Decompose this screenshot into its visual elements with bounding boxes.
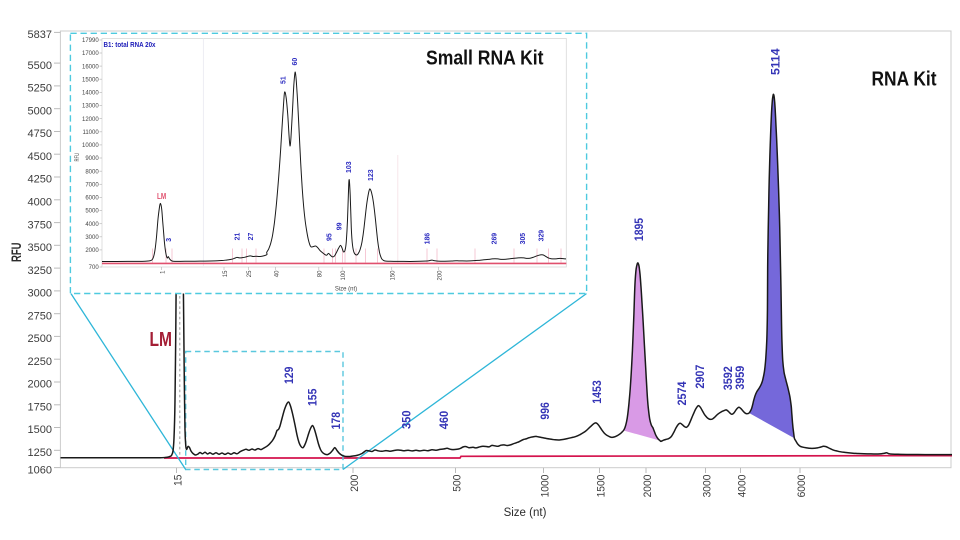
- svg-text:269: 269: [492, 233, 499, 245]
- svg-text:17990: 17990: [82, 38, 99, 44]
- svg-text:2574: 2574: [675, 381, 689, 405]
- svg-text:150: 150: [391, 270, 397, 281]
- svg-text:2000: 2000: [85, 248, 99, 254]
- svg-text:25: 25: [247, 270, 253, 277]
- svg-text:LM: LM: [150, 329, 173, 351]
- svg-text:4250: 4250: [28, 174, 52, 186]
- svg-text:329: 329: [538, 230, 545, 242]
- svg-text:3500: 3500: [28, 242, 52, 254]
- svg-text:6000: 6000: [796, 475, 808, 498]
- svg-text:103: 103: [346, 161, 353, 173]
- svg-text:4000: 4000: [85, 222, 99, 228]
- svg-text:129: 129: [282, 366, 296, 384]
- svg-text:155: 155: [306, 388, 320, 406]
- svg-text:1060: 1060: [28, 464, 52, 476]
- svg-text:3959: 3959: [733, 365, 747, 389]
- svg-text:15: 15: [173, 475, 185, 486]
- svg-text:1500: 1500: [28, 424, 52, 436]
- svg-text:RNA Kit: RNA Kit: [872, 69, 937, 91]
- svg-text:Small RNA Kit: Small RNA Kit: [426, 48, 544, 70]
- svg-text:5114: 5114: [769, 48, 783, 75]
- svg-text:4000: 4000: [28, 197, 52, 209]
- svg-text:3000: 3000: [85, 235, 99, 241]
- svg-text:350: 350: [400, 410, 414, 429]
- svg-text:2750: 2750: [28, 310, 52, 322]
- svg-text:2000: 2000: [642, 475, 654, 498]
- svg-text:2907: 2907: [693, 364, 707, 388]
- svg-text:3250: 3250: [28, 265, 52, 277]
- svg-text:21: 21: [234, 233, 241, 241]
- svg-text:40: 40: [274, 270, 280, 277]
- svg-text:B1: total RNA 20x: B1: total RNA 20x: [104, 42, 156, 49]
- svg-text:200: 200: [349, 475, 361, 492]
- svg-text:10000: 10000: [82, 143, 99, 149]
- svg-text:4500: 4500: [28, 151, 52, 163]
- svg-text:99: 99: [337, 222, 344, 230]
- svg-text:7000: 7000: [85, 183, 99, 189]
- svg-text:2500: 2500: [28, 333, 52, 345]
- svg-text:1453: 1453: [590, 380, 604, 404]
- svg-text:2250: 2250: [28, 356, 52, 368]
- svg-text:1250: 1250: [28, 447, 52, 459]
- svg-text:996: 996: [538, 402, 552, 420]
- svg-text:5000: 5000: [28, 105, 52, 117]
- svg-text:5000: 5000: [85, 209, 99, 215]
- svg-text:1500: 1500: [596, 475, 608, 498]
- svg-text:200: 200: [437, 270, 443, 281]
- svg-text:11000: 11000: [82, 130, 99, 136]
- svg-text:4000: 4000: [737, 475, 749, 498]
- svg-text:123: 123: [368, 169, 375, 181]
- svg-text:3750: 3750: [28, 219, 52, 231]
- svg-text:1: 1: [160, 270, 166, 274]
- svg-text:60: 60: [292, 58, 299, 66]
- svg-text:13000: 13000: [82, 104, 99, 110]
- svg-text:186: 186: [425, 233, 432, 245]
- svg-text:305: 305: [520, 233, 527, 245]
- svg-text:8000: 8000: [85, 169, 99, 175]
- svg-text:5837: 5837: [28, 29, 52, 41]
- svg-text:9000: 9000: [85, 156, 99, 162]
- svg-text:1750: 1750: [28, 402, 52, 414]
- svg-text:14000: 14000: [82, 91, 99, 97]
- svg-text:500: 500: [452, 475, 464, 492]
- svg-text:5500: 5500: [28, 60, 52, 72]
- svg-text:4750: 4750: [28, 128, 52, 140]
- svg-text:16000: 16000: [82, 64, 99, 70]
- svg-text:17000: 17000: [82, 51, 99, 57]
- svg-text:12000: 12000: [82, 117, 99, 123]
- svg-text:5250: 5250: [28, 83, 52, 95]
- svg-text:3592: 3592: [721, 366, 735, 390]
- svg-text:RFU: RFU: [75, 153, 81, 162]
- svg-text:51: 51: [281, 76, 288, 84]
- svg-text:Size (nt): Size (nt): [335, 287, 357, 293]
- svg-text:15000: 15000: [82, 77, 99, 83]
- svg-text:27: 27: [248, 233, 255, 241]
- svg-text:RFU: RFU: [9, 243, 24, 263]
- svg-text:Size (nt): Size (nt): [504, 507, 547, 519]
- svg-text:100: 100: [341, 270, 347, 281]
- svg-text:80: 80: [318, 270, 324, 277]
- svg-text:3000: 3000: [28, 288, 52, 300]
- svg-text:178: 178: [329, 412, 343, 430]
- svg-text:1895: 1895: [632, 218, 646, 241]
- svg-text:3000: 3000: [702, 475, 714, 498]
- svg-text:15: 15: [223, 270, 229, 277]
- svg-text:3: 3: [166, 238, 173, 242]
- svg-text:1000: 1000: [540, 475, 552, 498]
- svg-text:460: 460: [437, 411, 451, 430]
- svg-text:700: 700: [89, 265, 100, 271]
- svg-text:6000: 6000: [85, 196, 99, 202]
- svg-text:2000: 2000: [28, 379, 52, 391]
- svg-text:95: 95: [327, 233, 334, 241]
- svg-text:LM: LM: [157, 192, 166, 201]
